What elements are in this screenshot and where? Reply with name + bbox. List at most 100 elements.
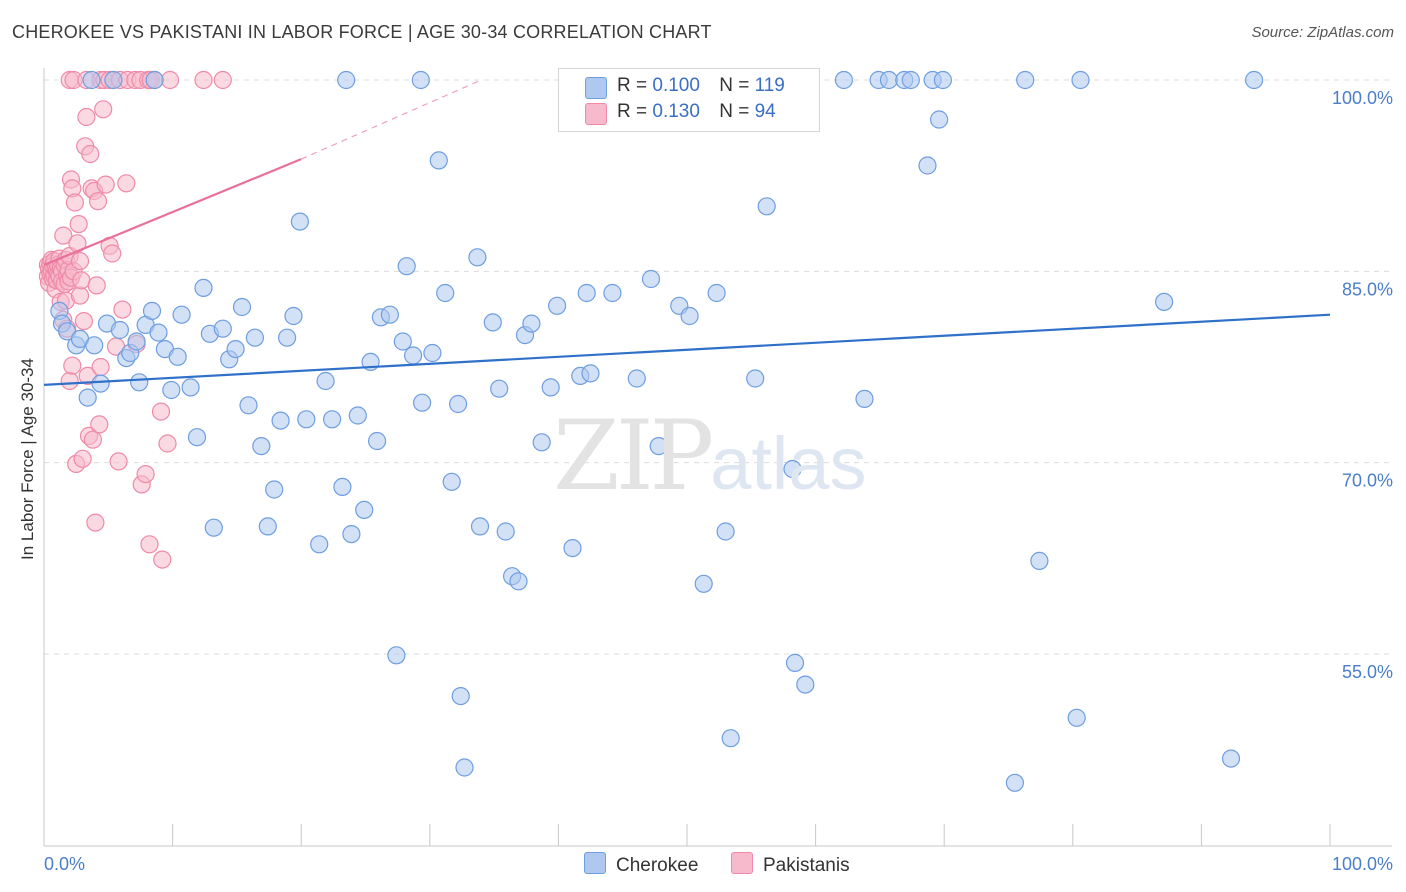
cherokee-point	[204, 518, 223, 537]
cherokee-point	[297, 410, 316, 429]
cherokee-point	[284, 306, 303, 326]
cherokee-point	[413, 393, 432, 412]
cherokee-point	[278, 328, 297, 347]
pakistani-point	[70, 252, 90, 271]
pakistani-point	[83, 430, 103, 449]
cherokee-point	[449, 394, 468, 414]
pakistani-trend-extension	[300, 79, 482, 160]
n-label: N =	[719, 75, 755, 96]
trend-lines	[43, 79, 1331, 386]
cherokee-point	[348, 406, 367, 425]
cherokee-point	[641, 269, 661, 289]
cherokee-point	[310, 535, 329, 554]
cherokee-point	[490, 379, 509, 398]
cherokee-point	[694, 574, 713, 593]
cherokee-point	[380, 305, 399, 324]
pakistani-point	[160, 70, 180, 90]
cherokee-point	[429, 151, 448, 170]
r-label: R =	[617, 101, 653, 122]
source-label: Source: ZipAtlas.com	[1251, 24, 1394, 41]
chart-title: CHEROKEE VS PAKISTANI IN LABOR FORCE | A…	[12, 22, 712, 42]
cherokee-point	[1221, 749, 1241, 768]
cherokee-point	[918, 156, 937, 175]
cherokee-point	[796, 675, 815, 694]
pakistani-point	[74, 312, 94, 331]
pakistani-point	[69, 215, 88, 234]
cherokee-point	[397, 257, 416, 276]
cherokee-points	[50, 70, 1264, 792]
cherokee-point	[879, 70, 899, 90]
watermark-zip: ZIP	[553, 400, 714, 512]
cherokee-point	[468, 248, 487, 267]
legend-text-cherokee: R = 0.100 N = 119	[617, 75, 785, 97]
cherokee-point	[110, 320, 130, 340]
n-value: 119	[754, 75, 785, 96]
cherokee-point	[496, 522, 515, 541]
cherokee-point	[577, 283, 596, 303]
cherokee-point	[442, 472, 461, 491]
pakistani-point	[158, 434, 177, 453]
grid-lines	[44, 79, 1392, 655]
pakistani-point	[194, 70, 213, 90]
n-label: N =	[719, 101, 755, 122]
pakistani-point	[109, 452, 128, 471]
bottom-legend-cherokee: Cherokee	[584, 852, 698, 876]
pakistani-point	[73, 449, 92, 468]
cherokee-point	[187, 428, 207, 447]
cherokee-point	[603, 283, 622, 303]
pakistani-point	[72, 271, 91, 290]
cherokee-point	[355, 500, 374, 519]
cherokee-point	[649, 437, 668, 456]
y-tick-label: 100.0%	[1332, 88, 1393, 108]
y-tick-label: 85.0%	[1342, 279, 1393, 299]
pakistani-swatch	[731, 852, 753, 874]
cherokee-point	[933, 70, 953, 90]
cherokee-point	[323, 410, 342, 429]
pakistani-point	[113, 300, 132, 319]
pakistani-point	[90, 415, 109, 434]
cherokee-point	[423, 343, 442, 363]
pakistani-point	[86, 513, 105, 532]
cherokee-point	[172, 305, 191, 324]
cherokee-point	[82, 70, 101, 90]
cherokee-point	[127, 332, 146, 351]
pakistani-point	[213, 70, 232, 90]
pakistani-point	[77, 107, 96, 127]
stats-legend: R = 0.100 N = 119 R = 0.130 N = 94	[558, 68, 820, 132]
cherokee-point	[290, 212, 309, 231]
cherokee-point	[929, 110, 949, 129]
cherokee-point	[541, 378, 560, 397]
cherokee-point	[746, 369, 765, 388]
tick-labels: 100.0% 85.0% 70.0% 55.0% 0.0% 100.0%	[44, 88, 1393, 874]
pakistani-swatch	[585, 103, 607, 125]
cherokee-point	[1244, 70, 1264, 90]
pakistani-point	[91, 357, 110, 377]
cherokee-point	[213, 319, 232, 338]
pakistani-point	[136, 465, 155, 484]
watermark-atlas: atlas	[710, 422, 867, 505]
pakistani-point	[60, 371, 79, 391]
cherokee-point	[393, 332, 412, 351]
cherokee-point	[680, 306, 699, 326]
cherokee-point	[162, 380, 181, 400]
cherokee-point	[855, 389, 874, 408]
cherokee-point	[581, 364, 600, 383]
cherokee-point	[1154, 292, 1174, 311]
pakistani-point	[65, 193, 85, 212]
cherokee-point	[470, 517, 490, 536]
cherokee-point	[707, 283, 726, 303]
cherokee-point	[104, 70, 123, 90]
cherokee-point	[142, 301, 162, 320]
pakistanis-label: Pakistanis	[763, 855, 850, 876]
pakistani-point	[117, 174, 136, 193]
cherokee-trend-line	[43, 313, 1331, 386]
cherokee-swatch	[584, 852, 606, 874]
cherokee-point	[232, 297, 252, 317]
pakistani-point	[70, 286, 90, 305]
cherokee-point	[316, 371, 335, 391]
cherokee-label: Cherokee	[616, 855, 699, 876]
cherokee-point	[271, 411, 290, 430]
cherokee-point	[1067, 708, 1086, 727]
cherokee-point	[194, 278, 213, 297]
